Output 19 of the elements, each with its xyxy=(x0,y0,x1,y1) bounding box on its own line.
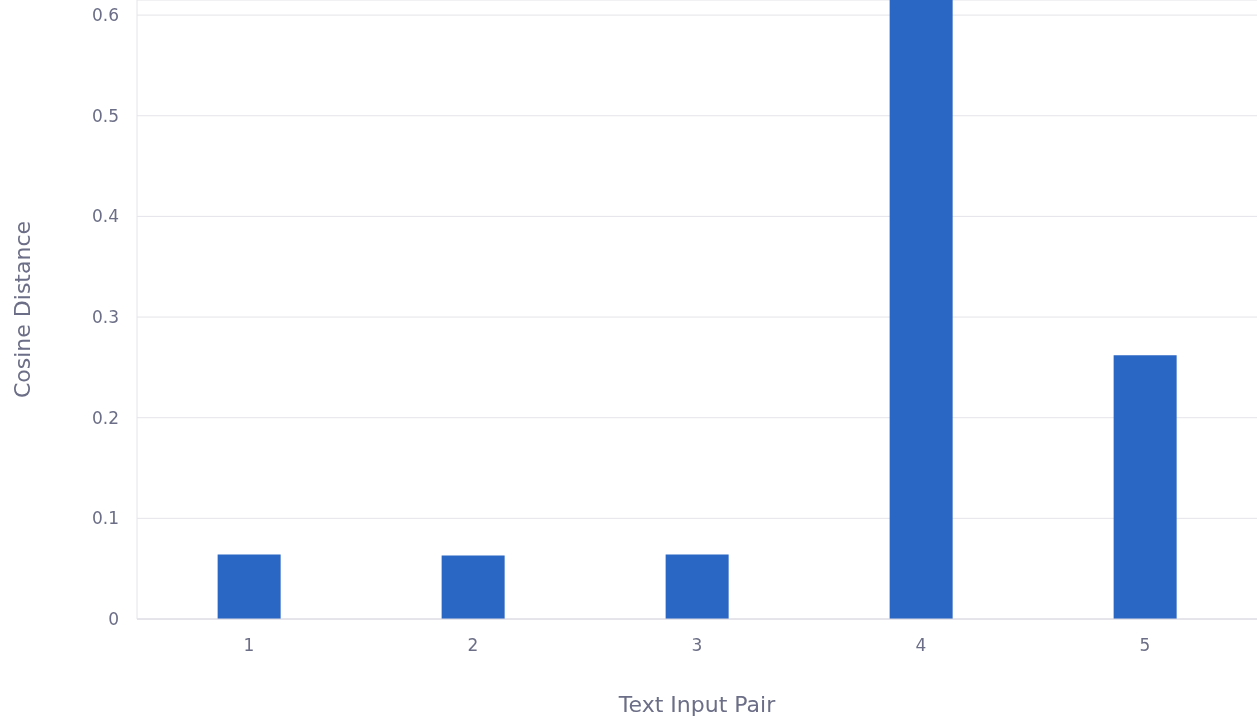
x-tick-label: 4 xyxy=(915,635,927,656)
bar xyxy=(1113,355,1177,619)
y-tick-label: 0 xyxy=(108,609,119,630)
bar xyxy=(441,555,505,619)
x-tick-label: 2 xyxy=(467,635,479,656)
y-tick-label: 0.4 xyxy=(91,206,119,227)
x-tick-label: 5 xyxy=(1139,635,1151,656)
y-tick-label: 0.3 xyxy=(91,307,119,328)
bar xyxy=(889,0,953,619)
x-tick-label: 1 xyxy=(243,635,255,656)
x-axis-title: Text Input Pair xyxy=(617,692,777,717)
y-tick-label: 0.6 xyxy=(91,5,119,26)
y-axis-title: Cosine Distance xyxy=(9,220,35,399)
y-tick-label: 0.1 xyxy=(91,508,119,529)
y-tick-label: 0.2 xyxy=(91,407,119,428)
y-tick-label: 0.5 xyxy=(91,105,119,126)
bar xyxy=(665,554,729,619)
x-tick-label: 3 xyxy=(691,635,703,656)
bar xyxy=(217,554,281,619)
